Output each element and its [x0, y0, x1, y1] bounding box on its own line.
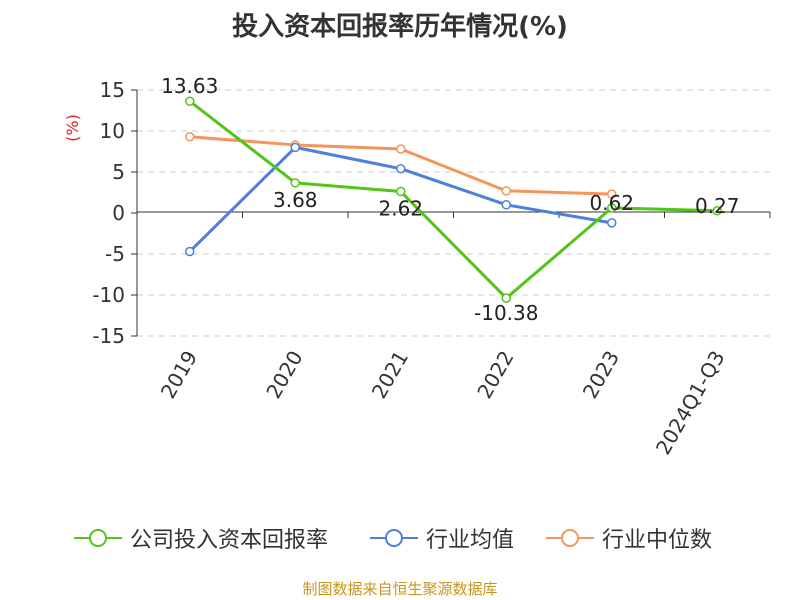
y-tick-labels: 15 10 5 0 -5 -10 -15: [92, 78, 125, 348]
legend-label-industry-median: 行业中位数: [602, 528, 713, 553]
legend-label-company-roic: 公司投入资本回报率: [130, 528, 329, 553]
x-tick-label: 2021: [367, 347, 413, 403]
axes: [131, 89, 771, 337]
data-label: 2.62: [378, 197, 423, 221]
series-line-company-roic: [188, 100, 718, 300]
data-point-industry-median[interactable]: [185, 131, 195, 142]
y-tick-label: 15: [100, 78, 125, 102]
y-axis-label: (%): [63, 114, 82, 142]
legend-item-industry-median[interactable]: 行业中位数: [546, 518, 712, 558]
legend: 公司投入资本回报率 行业均值 行业中位数: [0, 518, 800, 558]
x-tick-label: 2023: [578, 347, 624, 403]
data-label: 13.63: [161, 74, 218, 98]
x-tick-label: 2020: [261, 347, 307, 403]
data-point-industry-mean[interactable]: [501, 200, 511, 210]
data-point-industry-median[interactable]: [501, 186, 511, 196]
data-point-industry-median[interactable]: [396, 144, 406, 154]
legend-item-industry-mean[interactable]: 行业均值: [370, 518, 514, 558]
data-point-industry-mean[interactable]: [290, 142, 300, 153]
x-tick-label: 2022: [472, 347, 518, 403]
legend-label-industry-mean: 行业均值: [426, 528, 515, 553]
data-point-company-roic[interactable]: [607, 203, 617, 213]
x-tick-labels: 2019 2020 2021 2022 2023 2024Q1-Q3: [156, 347, 730, 459]
data-label: 3.68: [273, 188, 318, 212]
data-label: 0.62: [589, 191, 634, 215]
data-label: 0.27: [695, 194, 740, 218]
y-tick-label: 10: [100, 119, 125, 143]
data-point-company-roic[interactable]: [396, 186, 406, 197]
data-point-industry-median[interactable]: [607, 189, 617, 199]
chart-title: 投入资本回报率历年情况(%): [232, 12, 568, 42]
data-label: -10.38: [474, 301, 538, 325]
data-point-company-roic[interactable]: [501, 293, 511, 303]
y-tick-label: 5: [112, 160, 125, 184]
legend-marker-industry-mean: [370, 529, 418, 547]
series: [185, 96, 722, 303]
y-tick-label: -15: [92, 324, 125, 348]
legend-marker-industry-median: [546, 529, 594, 547]
source-note: 制图数据来自恒生聚源数据库: [302, 580, 498, 598]
data-point-industry-mean[interactable]: [185, 246, 195, 257]
x-tick-label: 2019: [156, 347, 202, 403]
data-point-company-roic[interactable]: [290, 178, 300, 188]
y-tick-label: 0: [112, 201, 125, 225]
data-point-company-roic[interactable]: [185, 96, 195, 106]
legend-item-company-roic[interactable]: 公司投入资本回报率: [74, 518, 328, 558]
y-tick-label: -5: [105, 242, 125, 266]
data-point-company-roic[interactable]: [712, 206, 722, 216]
data-point-industry-mean[interactable]: [607, 218, 617, 228]
y-tick-label: -10: [92, 283, 125, 307]
data-point-industry-mean[interactable]: [396, 163, 406, 174]
legend-marker-company-roic: [74, 529, 122, 547]
data-labels: 13.63 3.68 2.62 -10.38 0.62 0.27: [161, 74, 739, 325]
x-tick-label: 2024Q1-Q3: [651, 347, 730, 459]
